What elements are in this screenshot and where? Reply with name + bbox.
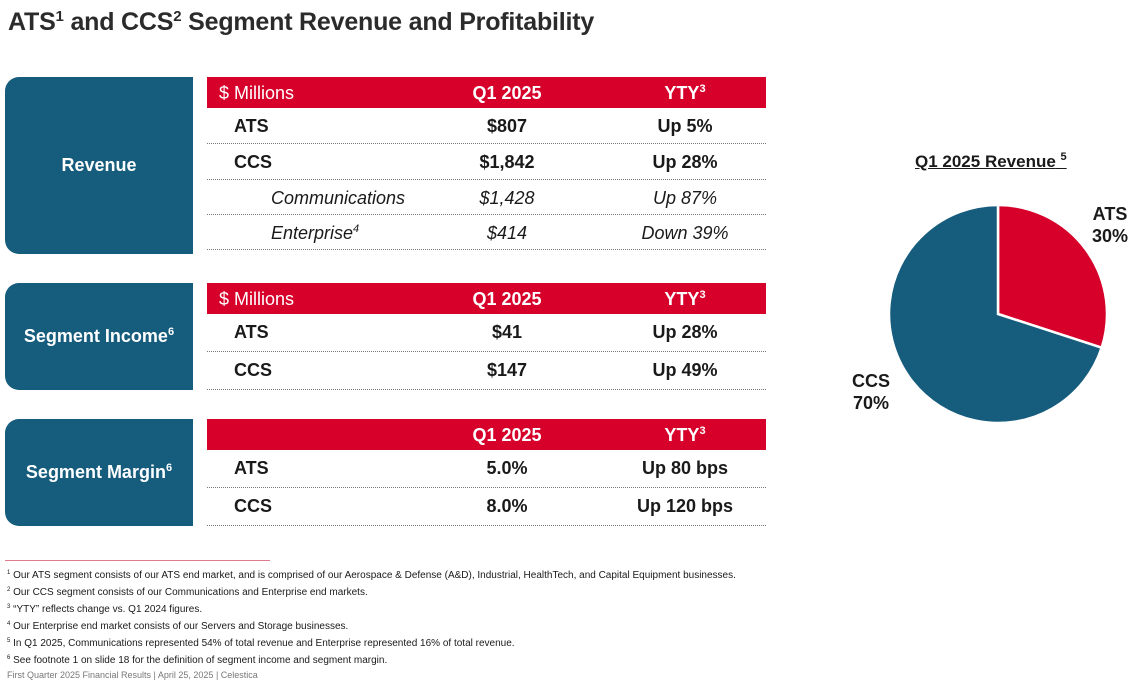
period-header: Q1 2025 [472, 83, 542, 103]
row-value: $1,428 [479, 188, 535, 208]
units-header: $ Millions [219, 83, 295, 103]
revenue-label-box: Revenue [5, 77, 193, 254]
period-header: Q1 2025 [472, 289, 542, 309]
segment-margin-label-box: Segment Margin6 [5, 419, 193, 526]
pie-label-ats: ATS 30% [1092, 203, 1128, 247]
segment-income-label-box: Segment Income6 [5, 283, 193, 390]
footnote-divider [5, 560, 270, 561]
row-value: $41 [491, 322, 523, 342]
page-footer: First Quarter 2025 Financial Results | A… [7, 670, 258, 680]
segment-margin-label: Segment Margin6 [25, 462, 173, 482]
row-name: CCS [234, 360, 273, 380]
row-name: ATS [234, 322, 269, 342]
row-change: Down 39% [641, 223, 729, 243]
segment-income-label: Segment Income6 [23, 326, 175, 346]
row-name: CCS [234, 152, 273, 172]
footnote-1: 1 Our ATS segment consists of our ATS en… [7, 570, 736, 581]
units-header: $ Millions [219, 289, 295, 309]
change-header: YTY3 [664, 289, 706, 309]
pie-label-ats-category: ATS [1092, 204, 1128, 224]
table-row: CCS $1,842 Up 28% [207, 144, 766, 180]
footnote-3: 3 “YTY” reflects change vs. Q1 2024 figu… [7, 604, 203, 615]
table-row: ATS $41 Up 28% [207, 314, 766, 352]
segment-margin-table: Q1 2025 YTY3 ATS 5.0% Up 80 bps CCS 8.0%… [207, 419, 766, 526]
pie-label-ccs: CCS 70% [852, 370, 890, 414]
footnote-6: 6 See footnote 1 on slide 18 for the def… [7, 655, 388, 666]
row-change: Up 28% [652, 152, 718, 172]
row-change: Up 49% [652, 360, 718, 380]
row-name: ATS [234, 458, 269, 478]
pie-label-ccs-category: CCS [852, 371, 891, 391]
row-value: $147 [486, 360, 528, 380]
row-value: 5.0% [486, 458, 528, 478]
change-header: YTY3 [664, 83, 706, 103]
revenue-pie-chart [887, 203, 1109, 425]
row-change: Up 80 bps [641, 458, 729, 478]
table-row: CCS $147 Up 49% [207, 352, 766, 390]
revenue-label: Revenue [61, 155, 137, 175]
row-value: $807 [486, 116, 528, 136]
row-change: Up 120 bps [636, 496, 734, 516]
footnotes: 1 Our ATS segment consists of our ATS en… [7, 566, 736, 668]
footnote-5: 5 In Q1 2025, Communications represented… [7, 638, 515, 649]
table-row: Communications $1,428 Up 87% [207, 180, 766, 215]
pie-label-ccs-value: 70% [852, 393, 890, 413]
table-row: ATS 5.0% Up 80 bps [207, 450, 766, 488]
period-header: Q1 2025 [472, 425, 542, 445]
segment-margin-table-header: Q1 2025 YTY3 [207, 419, 766, 450]
pie-label-ats-value: 30% [1092, 226, 1129, 246]
row-name: Enterprise4 [271, 223, 360, 243]
row-name: Communications [271, 188, 406, 208]
table-row: ATS $807 Up 5% [207, 108, 766, 144]
row-change: Up 87% [652, 188, 718, 208]
row-value: $1,842 [479, 152, 535, 172]
table-row: CCS 8.0% Up 120 bps [207, 488, 766, 526]
chart-title: Q1 2025 Revenue 5 [915, 151, 1067, 171]
segment-income-table-header: $ Millions Q1 2025 YTY3 [207, 283, 766, 314]
table-row: Enterprise4 $414 Down 39% [207, 215, 766, 250]
pie-slice-ats [996, 203, 1109, 350]
row-value: $414 [486, 223, 528, 243]
revenue-table: $ Millions Q1 2025 YTY3 ATS $807 Up 5% C… [207, 77, 766, 250]
pie-slice-ccs [887, 203, 1104, 425]
revenue-table-header: $ Millions Q1 2025 YTY3 [207, 77, 766, 108]
footnote-4: 4 Our Enterprise end market consists of … [7, 621, 349, 632]
change-header: YTY3 [664, 425, 706, 445]
page-title: ATS1 and CCS2 Segment Revenue and Profit… [8, 8, 595, 36]
row-value: 8.0% [486, 496, 528, 516]
footnote-2: 2 Our CCS segment consists of our Commun… [7, 587, 368, 598]
row-change: Up 28% [652, 322, 718, 342]
row-name: CCS [234, 496, 273, 516]
segment-income-table: $ Millions Q1 2025 YTY3 ATS $41 Up 28% C… [207, 283, 766, 390]
row-change: Up 5% [657, 116, 713, 136]
row-name: ATS [234, 116, 269, 136]
